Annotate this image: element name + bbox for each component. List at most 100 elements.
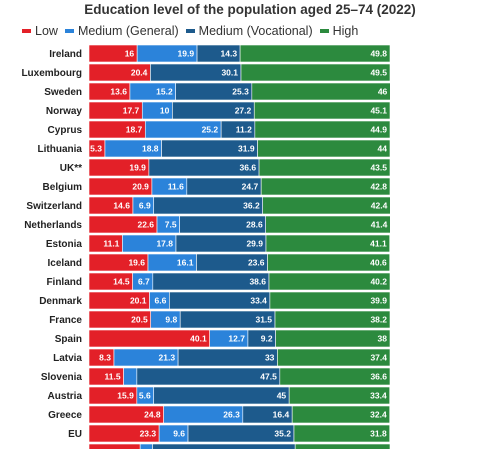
value-label-medium-general-norway: 10 bbox=[160, 106, 170, 116]
value-label-medium-vocational-ireland: 14.3 bbox=[221, 49, 238, 59]
value-label-high-france: 38.2 bbox=[370, 315, 387, 325]
value-label-high-cyprus: 44.9 bbox=[370, 125, 387, 135]
value-label-high-sweden: 46 bbox=[378, 87, 388, 97]
category-label-belgium: Belgium bbox=[43, 182, 83, 193]
value-label-low-finland: 14.5 bbox=[113, 277, 130, 287]
bar-high-denmark bbox=[269, 291, 391, 310]
value-label-low-ireland: 16 bbox=[125, 49, 135, 59]
value-label-medium-vocational-belgium: 24.7 bbox=[242, 182, 259, 192]
bar-high-switzerland bbox=[262, 196, 391, 215]
value-label-medium-general-lithuania: 18.8 bbox=[142, 144, 159, 154]
bar-high-iceland bbox=[267, 253, 390, 272]
value-label-low-estonia: 11.1 bbox=[103, 239, 119, 249]
category-label-netherlands: Netherlands bbox=[24, 220, 82, 231]
category-label-latvia: Latvia bbox=[53, 353, 82, 364]
value-label-medium-vocational-finland: 38.6 bbox=[249, 277, 266, 287]
value-label-low-slovenia: 11.5 bbox=[105, 372, 121, 382]
legend-item-high: High bbox=[319, 24, 359, 38]
value-label-high-eu: 31.8 bbox=[370, 429, 387, 439]
legend-label-high: High bbox=[332, 24, 359, 38]
value-label-high-uk: 43.5 bbox=[370, 163, 387, 173]
bar-medium-vocational-latvia bbox=[177, 348, 278, 367]
value-label-low-eu: 23.3 bbox=[140, 429, 157, 439]
legend-item-low: Low bbox=[22, 24, 58, 38]
value-label-medium-general-sweden: 15.2 bbox=[156, 87, 173, 97]
value-label-medium-general-ireland: 19.9 bbox=[178, 49, 195, 59]
bar-medium-vocational-slovenia bbox=[136, 367, 281, 386]
legend-swatch-medium-vocational bbox=[185, 29, 195, 33]
value-label-medium-general-iceland: 16.1 bbox=[177, 258, 194, 268]
category-label-austria: Austria bbox=[48, 391, 83, 402]
legend-item-medium-vocational: Medium (Vocational) bbox=[185, 24, 313, 38]
value-label-low-belgium: 20.9 bbox=[132, 182, 149, 192]
value-label-high-finland: 40.2 bbox=[370, 277, 387, 287]
bar-high-luxembourg bbox=[240, 63, 391, 82]
category-label-eu: EU bbox=[68, 429, 82, 440]
value-label-medium-general-france: 9.8 bbox=[165, 315, 177, 325]
value-label-medium-vocational-denmark: 33.4 bbox=[250, 296, 267, 306]
value-label-medium-vocational-norway: 27.2 bbox=[235, 106, 252, 116]
legend-label-low: Low bbox=[35, 24, 58, 38]
value-label-low-luxembourg: 20.4 bbox=[131, 68, 148, 78]
value-label-high-denmark: 39.9 bbox=[370, 296, 387, 306]
value-label-high-switzerland: 42.4 bbox=[371, 201, 388, 211]
category-label-uk: UK** bbox=[60, 163, 82, 174]
category-label-lithuania: Lithuania bbox=[38, 144, 83, 155]
bar-high-latvia bbox=[277, 348, 391, 367]
value-label-low-sweden: 13.6 bbox=[110, 87, 127, 97]
bar-high-austria bbox=[288, 386, 390, 405]
value-label-medium-vocational-switzerland: 36.2 bbox=[243, 201, 260, 211]
category-label-slovenia: Slovenia bbox=[41, 372, 83, 383]
bar-high-belgium bbox=[260, 177, 391, 196]
value-label-medium-vocational-luxembourg: 30.1 bbox=[221, 68, 238, 78]
bar-high-lithuania bbox=[257, 139, 391, 158]
category-label-ireland: Ireland bbox=[49, 49, 82, 60]
value-label-high-germany: 31.5 bbox=[370, 448, 387, 449]
value-label-medium-general-eu: 9.6 bbox=[173, 429, 185, 439]
bar-high-greece bbox=[291, 405, 390, 424]
value-label-medium-general-cyprus: 25.2 bbox=[202, 125, 219, 135]
value-label-high-spain: 38 bbox=[378, 334, 388, 344]
category-label-denmark: Denmark bbox=[39, 296, 82, 307]
value-label-medium-general-estonia: 17.8 bbox=[156, 239, 173, 249]
category-label-iceland: Iceland bbox=[48, 258, 82, 269]
bar-high-estonia bbox=[265, 234, 390, 253]
legend-label-medium-vocational: Medium (Vocational) bbox=[198, 24, 313, 38]
value-label-low-latvia: 8.3 bbox=[99, 353, 111, 363]
value-label-medium-vocational-slovenia: 47.5 bbox=[260, 372, 277, 382]
value-label-low-lithuania: 5.3 bbox=[90, 144, 102, 154]
value-label-low-cyprus: 18.7 bbox=[126, 125, 143, 135]
bar-high-sweden bbox=[251, 82, 391, 101]
value-label-high-ireland: 49.8 bbox=[370, 49, 387, 59]
value-label-medium-vocational-uk: 36.6 bbox=[240, 163, 257, 173]
value-label-medium-vocational-iceland: 23.6 bbox=[248, 258, 265, 268]
value-label-high-greece: 32.4 bbox=[370, 410, 387, 420]
category-label-estonia: Estonia bbox=[46, 239, 83, 250]
value-label-medium-vocational-lithuania: 31.9 bbox=[238, 144, 255, 154]
legend-swatch-high bbox=[319, 29, 329, 33]
legend-swatch-medium-general bbox=[64, 29, 74, 33]
value-label-medium-vocational-eu: 35.2 bbox=[274, 429, 291, 439]
value-label-high-luxembourg: 49.5 bbox=[370, 68, 387, 78]
category-label-cyprus: Cyprus bbox=[48, 125, 83, 136]
value-label-high-netherlands: 41.4 bbox=[371, 220, 388, 230]
category-label-luxembourg: Luxembourg bbox=[21, 68, 82, 79]
value-label-low-iceland: 19.6 bbox=[128, 258, 145, 268]
bar-high-france bbox=[274, 310, 391, 329]
value-label-medium-vocational-estonia: 29.9 bbox=[246, 239, 263, 249]
chart-legend: Low Medium (General) Medium (Vocational)… bbox=[22, 24, 365, 38]
value-label-low-netherlands: 22.6 bbox=[137, 220, 154, 230]
value-label-low-uk: 19.9 bbox=[129, 163, 146, 173]
value-label-low-greece: 24.8 bbox=[144, 410, 161, 420]
value-label-medium-general-austria: 5.6 bbox=[139, 391, 151, 401]
value-label-medium-vocational-cyprus: 11.2 bbox=[236, 125, 252, 135]
category-label-switzerland: Switzerland bbox=[26, 201, 82, 212]
value-label-low-germany: 17 bbox=[128, 448, 138, 449]
value-label-medium-vocational-france: 31.5 bbox=[255, 315, 272, 325]
chart-title: Education level of the population aged 2… bbox=[84, 2, 416, 17]
category-label-greece: Greece bbox=[48, 410, 82, 421]
bar-high-uk bbox=[258, 158, 391, 177]
value-label-high-iceland: 40.6 bbox=[370, 258, 387, 268]
value-label-high-belgium: 42.8 bbox=[370, 182, 387, 192]
value-label-medium-vocational-greece: 16.4 bbox=[273, 410, 290, 420]
